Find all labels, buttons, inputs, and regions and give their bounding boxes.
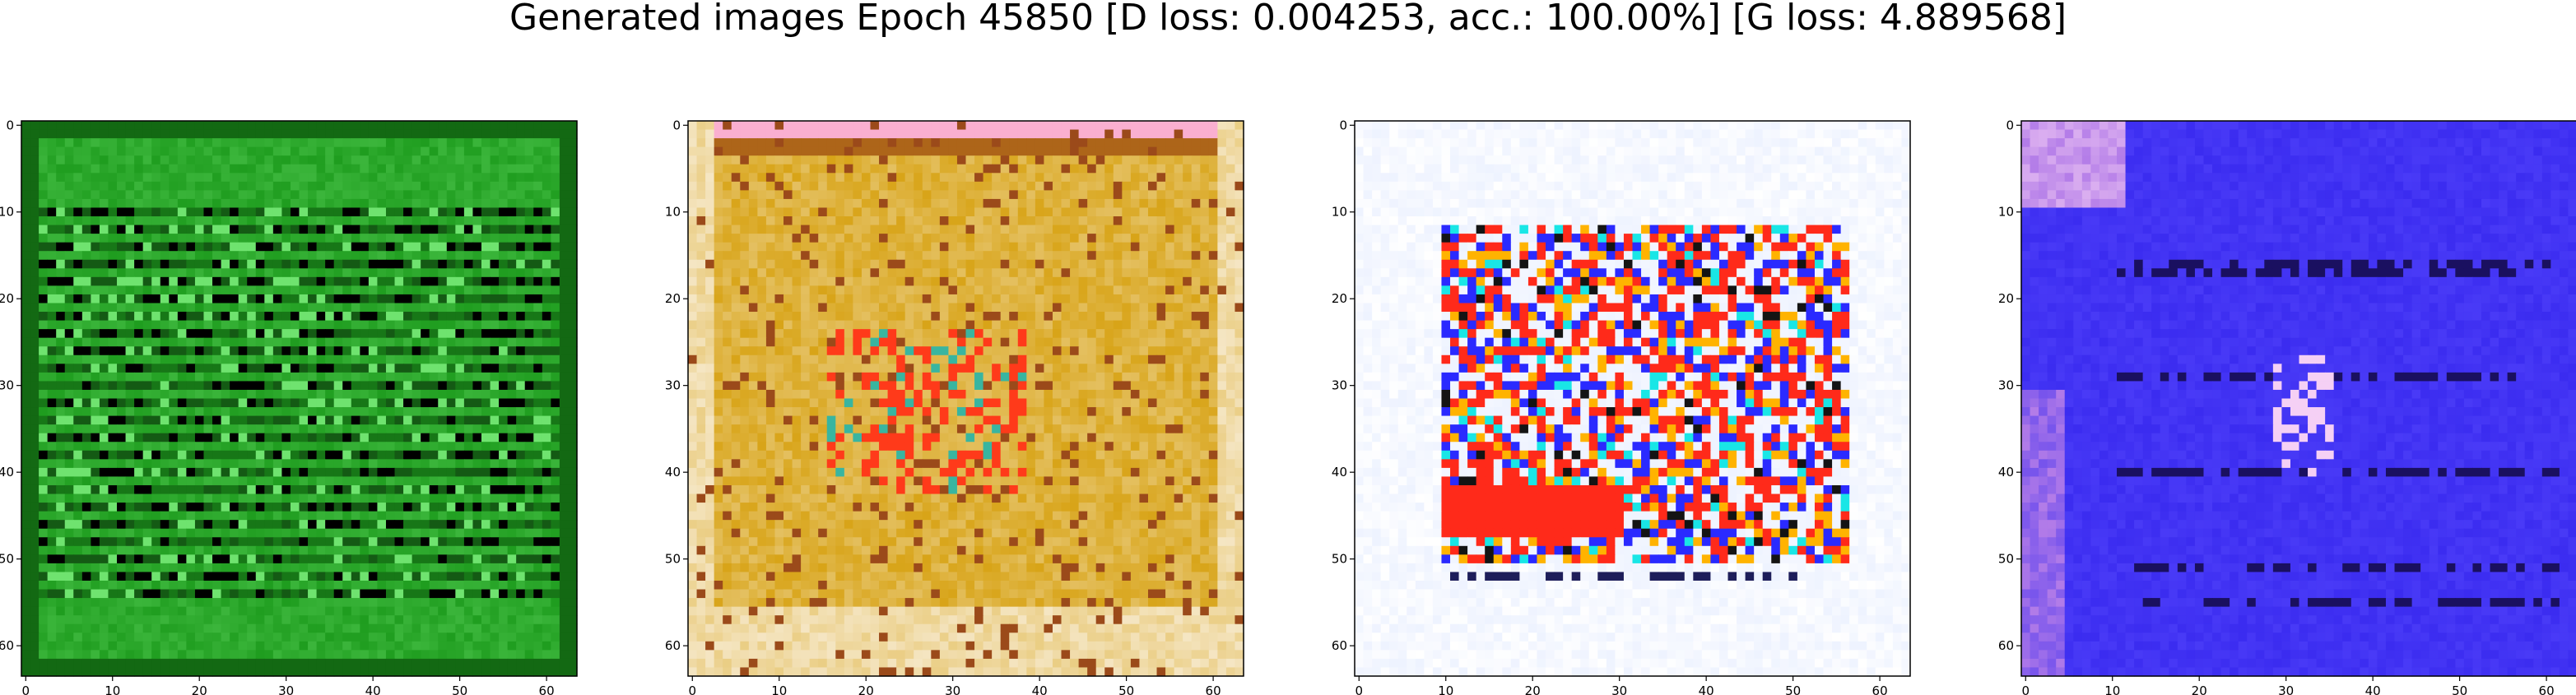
x-tick-label: 20 [192, 683, 207, 695]
y-tick-label: 30 [1332, 378, 1347, 393]
y-tick-label: 10 [1332, 205, 1347, 220]
x-tick-label: 50 [1118, 683, 1134, 695]
y-tick-label: 0 [2006, 118, 2014, 132]
y-tick-label: 30 [0, 378, 14, 393]
x-tick-label: 50 [1785, 683, 1801, 695]
figure-title: Generated images Epoch 45850 [D loss: 0.… [509, 0, 2067, 39]
x-tick-label: 60 [2539, 683, 2555, 695]
y-tick-label: 40 [1998, 465, 2014, 480]
y-tick-label: 10 [1998, 205, 2014, 220]
x-tick-label: 30 [2278, 683, 2294, 695]
y-tick-label: 20 [1998, 291, 2014, 306]
y-tick-label: 0 [6, 118, 14, 132]
generated-image [2021, 121, 2576, 677]
y-tick-label: 30 [665, 378, 681, 393]
y-tick-label: 60 [1998, 638, 2014, 653]
y-tick-label: 50 [0, 552, 14, 567]
x-tick-label: 50 [452, 683, 467, 695]
y-tick-label: 0 [672, 118, 681, 132]
y-tick-label: 40 [0, 465, 14, 480]
y-tick-label: 10 [665, 205, 681, 220]
x-tick-label: 60 [1872, 683, 1888, 695]
x-tick-label: 40 [1032, 683, 1048, 695]
x-tick-label: 0 [2022, 683, 2030, 695]
image-panel-3: 0 10 20 30 40 50 60 0 10 20 30 40 50 60 [1332, 118, 1911, 695]
generated-image [1355, 121, 1911, 677]
x-tick-label: 0 [689, 683, 697, 695]
x-tick-label: 50 [2452, 683, 2467, 695]
y-tick-label: 40 [665, 465, 681, 480]
x-tick-label: 30 [945, 683, 960, 695]
y-tick-label: 10 [0, 205, 14, 220]
x-tick-label: 40 [365, 683, 381, 695]
x-tick-label: 20 [2192, 683, 2207, 695]
x-tick-label: 10 [1438, 683, 1453, 695]
x-tick-label: 10 [2104, 683, 2120, 695]
y-tick-label: 30 [1998, 378, 2014, 393]
x-tick-label: 10 [105, 683, 120, 695]
x-tick-label: 40 [1699, 683, 1714, 695]
axes-frame [2020, 120, 2576, 677]
x-tick-label: 20 [858, 683, 874, 695]
x-tick-label: 20 [1525, 683, 1541, 695]
axes-frame [1354, 120, 1911, 677]
y-tick-label: 50 [665, 552, 681, 567]
generated-image [688, 121, 1244, 677]
y-tick-label: 20 [665, 291, 681, 306]
y-tick-label: 60 [1332, 638, 1347, 653]
image-panel-1: 0 10 20 30 40 50 60 0 10 20 30 40 50 60 [0, 118, 578, 695]
y-tick-label: 20 [0, 291, 14, 306]
axes-frame [21, 120, 578, 677]
generated-image [21, 121, 578, 677]
y-tick-label: 0 [1339, 118, 1347, 132]
x-tick-label: 60 [539, 683, 555, 695]
y-tick-label: 60 [665, 638, 681, 653]
y-tick-label: 50 [1998, 552, 2014, 567]
axes-frame [687, 120, 1244, 677]
x-tick-label: 30 [278, 683, 294, 695]
x-tick-label: 40 [2365, 683, 2381, 695]
y-tick-label: 20 [1332, 291, 1347, 306]
y-tick-label: 50 [1332, 552, 1347, 567]
y-tick-label: 40 [1332, 465, 1347, 480]
x-tick-label: 10 [771, 683, 787, 695]
x-tick-label: 60 [1206, 683, 1221, 695]
y-tick-label: 60 [0, 638, 14, 653]
x-tick-label: 0 [22, 683, 30, 695]
image-panel-2: 0 10 20 30 40 50 60 0 10 20 30 40 50 60 [665, 118, 1244, 695]
x-tick-label: 30 [1611, 683, 1627, 695]
x-tick-label: 0 [1355, 683, 1364, 695]
image-panel-4: 0 10 20 30 40 50 60 0 10 20 30 40 50 60 [1998, 118, 2576, 695]
